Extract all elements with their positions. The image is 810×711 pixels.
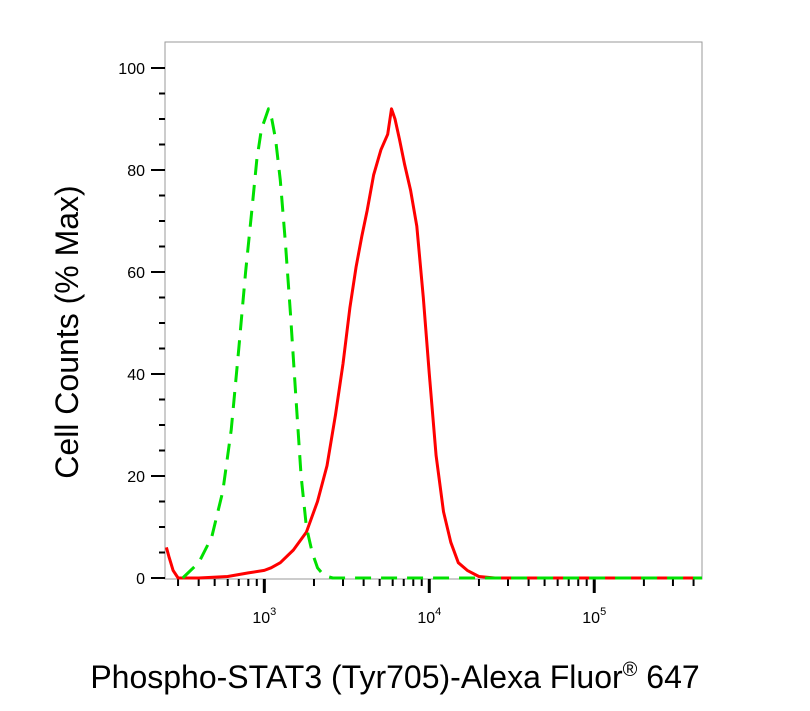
y-tick-label: 80 — [127, 163, 145, 180]
y-axis-title: Cell Counts (% Max) — [49, 185, 85, 478]
y-tick-label: 0 — [136, 571, 145, 588]
plot-frame — [164, 41, 703, 580]
x-axis-title-main: Phospho-STAT3 (Tyr705)-Alexa Fluor — [90, 659, 623, 695]
y-tick-label: 100 — [118, 61, 145, 78]
x-axis-title-suffix: 647 — [637, 659, 699, 695]
x-axis-title-superscript: ® — [623, 659, 638, 681]
series-layer — [164, 107, 702, 580]
y-axis: 0 20 40 60 80 100 — [118, 61, 165, 588]
series-line-solid — [164, 107, 702, 580]
y-tick-label: 20 — [127, 469, 145, 486]
x-axis: 103 104 105 — [177, 579, 695, 627]
x-tick-label: 105 — [582, 606, 606, 627]
y-tick-label: 60 — [127, 265, 145, 282]
series-line-dashed — [181, 107, 702, 580]
y-tick-label: 40 — [127, 367, 145, 384]
plot-border — [164, 41, 703, 580]
x-tick-label: 103 — [252, 606, 276, 627]
axis-titles: Cell Counts (% Max) Phospho-STAT3 (Tyr70… — [49, 185, 700, 695]
x-axis-title: Phospho-STAT3 (Tyr705)-Alexa Fluor® 647 — [90, 659, 699, 695]
x-tick-label: 104 — [417, 606, 441, 627]
